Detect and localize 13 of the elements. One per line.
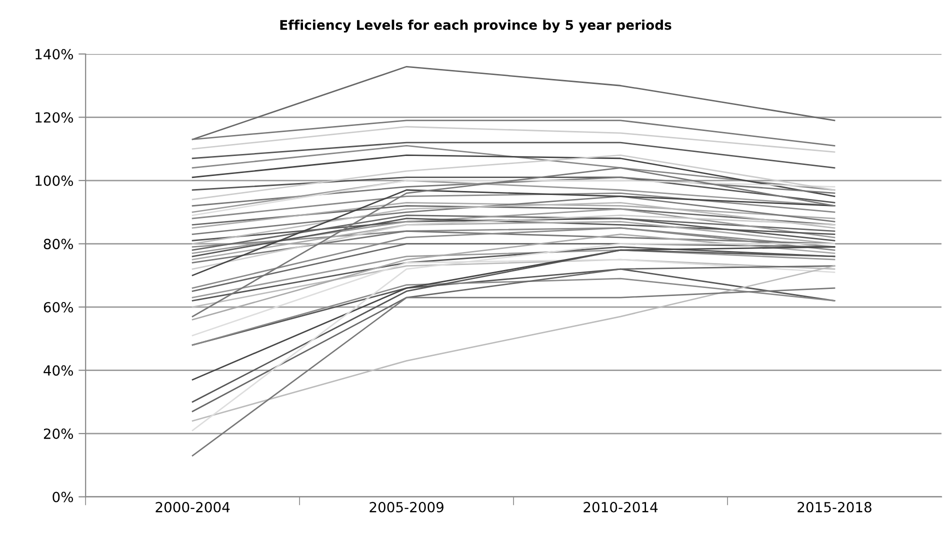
y-tick-label: 40% [44,365,74,376]
y-tick-label: 80% [44,238,74,250]
x-tick-label: 2015-2018 [798,502,872,512]
x-tick-label: 2005-2009 [370,502,444,512]
x-tick-label: 2010-2014 [584,502,658,512]
y-tick-label: 0% [52,492,74,502]
chart-title: Efficiency Levels for each province by 5 year periods [280,20,672,33]
y-tick-label: 120% [36,112,74,123]
y-tick-label: 140% [36,48,74,60]
x-tick-label: 2000-2004 [156,502,230,512]
y-tick-label: 20% [44,428,74,440]
y-tick-label: 100% [36,175,74,186]
y-tick-label: 60% [44,302,74,313]
